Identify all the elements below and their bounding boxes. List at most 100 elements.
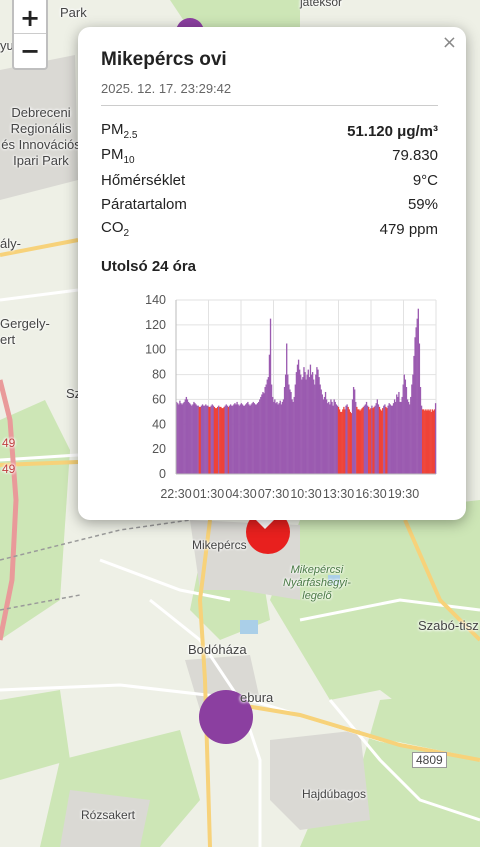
map-label-hajdubagos: Hajdúbagos <box>302 787 367 801</box>
chart-bar <box>320 389 322 474</box>
chart-bar <box>279 400 281 474</box>
measurement-row-co2: CO2 479 ppm <box>101 217 438 242</box>
chart-bar <box>308 377 311 474</box>
chart-bar <box>421 409 424 474</box>
chart-bar <box>291 399 293 474</box>
chart-bar <box>298 369 301 474</box>
chart-bar <box>346 404 348 474</box>
chart-bar <box>430 411 432 474</box>
label-subscript: 2.5 <box>123 130 138 142</box>
chart-bar <box>319 384 321 474</box>
chart-bar <box>305 379 307 474</box>
chart-bar <box>192 404 194 474</box>
chart-bar <box>273 401 275 474</box>
chart-bar <box>226 405 229 474</box>
close-icon[interactable]: × <box>441 32 457 53</box>
chart-bar <box>294 384 297 474</box>
chart-bar <box>252 401 254 474</box>
chart-bar <box>213 406 216 474</box>
chart-bar <box>398 391 400 474</box>
chart-bar <box>197 405 199 474</box>
chart-y-tick-label: 140 <box>145 293 166 307</box>
chart-bar <box>405 387 408 474</box>
chart-bar <box>249 405 251 474</box>
zoom-in-button[interactable]: + <box>14 0 46 34</box>
chart-bar <box>386 408 388 474</box>
chart-bar <box>268 354 271 474</box>
measurement-row-humidity: Páratartalom 59% <box>101 193 438 218</box>
chart-bar <box>416 318 418 474</box>
chart-bar <box>296 364 299 474</box>
chart-bar <box>182 403 184 474</box>
chart-bar <box>371 405 373 474</box>
chart-bar <box>397 396 399 474</box>
chart-bar <box>392 403 395 474</box>
chart-bar <box>259 399 261 474</box>
chart-bar <box>242 405 245 474</box>
chart-bar <box>333 399 335 474</box>
chart-bar <box>264 387 266 474</box>
chart-bar <box>379 409 382 474</box>
map-label-debreceni-line: Ipari Park <box>13 153 69 168</box>
chart-bar <box>281 401 284 474</box>
chart-bar <box>243 405 246 474</box>
chart-bar <box>212 405 215 474</box>
chart-bar <box>429 409 431 474</box>
chart-bar <box>301 379 303 474</box>
chart-bar <box>361 408 363 474</box>
chart-bar <box>245 404 247 474</box>
chart-bar <box>202 405 205 474</box>
chart-bar <box>262 391 264 474</box>
chart-bar <box>229 404 232 474</box>
chart-bar <box>331 401 333 474</box>
chart-bar <box>426 410 428 474</box>
chart-bar <box>295 372 298 474</box>
chart-bar <box>292 401 294 474</box>
chart-bar <box>368 406 370 474</box>
measurement-list: PM2.5 51.120 μg/m³ PM10 79.830 Hőmérsékl… <box>101 119 438 242</box>
chart-bar <box>420 405 423 474</box>
chart-bar <box>428 410 430 474</box>
chart-bar <box>363 405 366 474</box>
chart-bar <box>253 403 256 474</box>
chart-bar <box>352 387 355 474</box>
map-label-gergely-line: Gergely- <box>0 316 50 331</box>
chart-bar <box>431 409 434 474</box>
chart-bar <box>307 369 309 474</box>
chart-bar <box>282 399 285 474</box>
chart-bar <box>270 384 273 474</box>
chart-bar <box>286 343 288 474</box>
chart-bar <box>300 374 302 474</box>
chart-bar <box>228 405 231 474</box>
chart-bar <box>207 405 209 474</box>
chart-bar <box>283 387 286 474</box>
chart-bar <box>348 409 350 474</box>
chart-bar <box>236 401 238 474</box>
chart-bar <box>220 406 222 474</box>
zoom-out-button[interactable]: − <box>19 37 41 65</box>
chart-bar <box>196 405 198 474</box>
chart-bar <box>378 406 381 474</box>
chart-bar <box>360 409 362 474</box>
measurement-value: 79.830 <box>392 147 438 165</box>
chart-bar <box>327 403 329 474</box>
chart-bar <box>215 408 218 474</box>
chart-bar <box>396 394 398 474</box>
chart-bar <box>365 401 368 474</box>
chart-bar <box>323 396 326 474</box>
chart-x-tick-label: 01:30 <box>193 487 224 501</box>
chart-bar <box>180 403 182 474</box>
chart-bar <box>208 406 210 474</box>
chart-bar <box>256 403 259 474</box>
map-highway <box>0 379 19 641</box>
chart-y-tick-label: 20 <box>152 442 166 456</box>
chart-bar <box>248 404 250 474</box>
measurement-label: PM10 <box>101 146 135 166</box>
station-marker-ebura[interactable] <box>199 690 253 744</box>
chart-bar <box>225 404 227 474</box>
chart-bar <box>210 405 212 474</box>
chart-bar <box>239 404 241 474</box>
chart-bar <box>276 401 278 474</box>
chart-y-tick-label: 60 <box>152 392 166 406</box>
chart-bar <box>216 406 219 474</box>
